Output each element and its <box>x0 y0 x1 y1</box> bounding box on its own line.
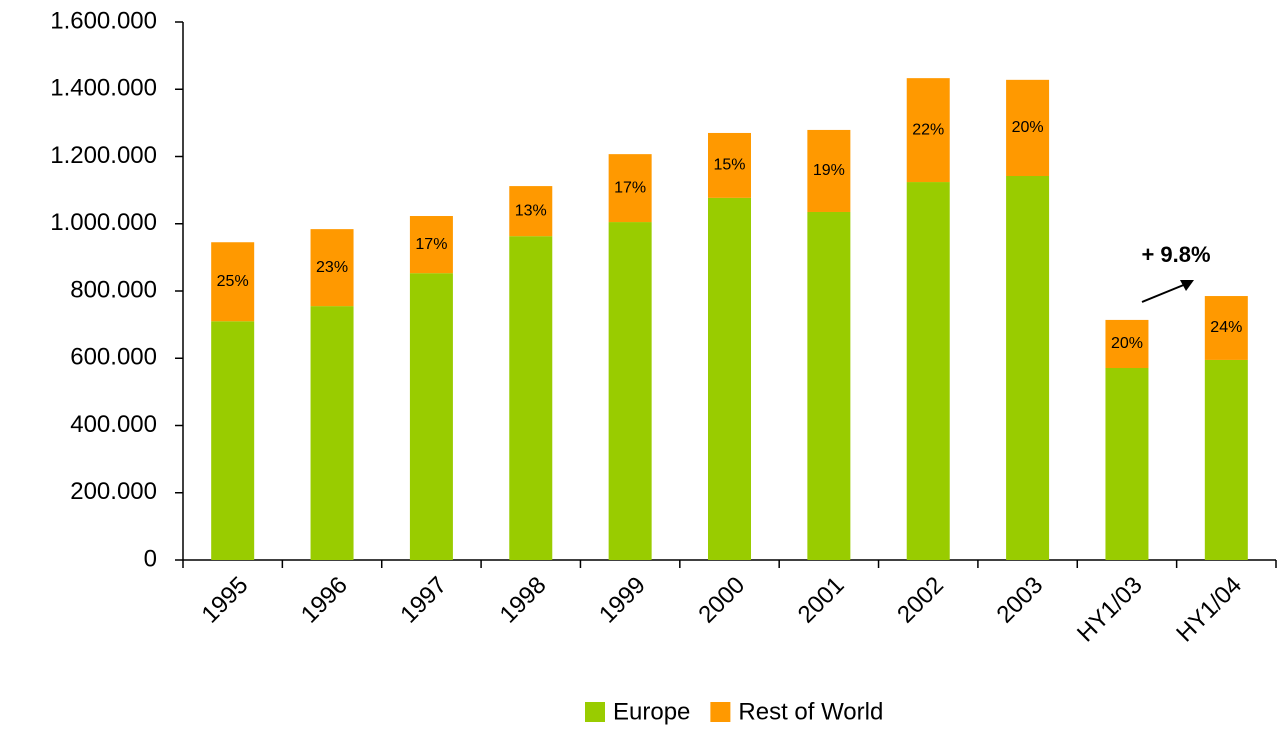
share-label: 23% <box>316 259 348 276</box>
y-tick-label: 800.000 <box>70 276 157 303</box>
share-label: 15% <box>713 157 745 174</box>
bar-segment <box>509 236 553 560</box>
x-tick-label: 1999 <box>594 572 651 629</box>
y-tick-label: 400.000 <box>70 411 157 438</box>
y-tick-label: 1.000.000 <box>50 209 157 236</box>
bar-segment <box>409 216 453 274</box>
bar-segment <box>708 197 751 560</box>
bar-segment <box>509 186 553 237</box>
x-tick-label: 2002 <box>892 572 949 629</box>
share-label: 25% <box>217 273 249 290</box>
bar-segment <box>1006 79 1050 177</box>
bar-segment <box>708 132 751 198</box>
bar-segment <box>1006 176 1050 560</box>
x-tick-label: 2000 <box>693 572 750 629</box>
bar-segment <box>211 242 255 322</box>
share-label: 17% <box>614 179 646 196</box>
bar-segment <box>1105 319 1149 369</box>
share-label: 24% <box>1210 319 1242 336</box>
share-label: 22% <box>912 121 944 138</box>
share-label: 20% <box>1012 119 1044 136</box>
share-label: 19% <box>813 162 845 179</box>
y-tick-label: 1.400.000 <box>50 75 157 102</box>
legend-swatch <box>710 702 731 722</box>
y-tick-label: 600.000 <box>70 344 157 371</box>
x-tick-label: 1998 <box>495 572 552 629</box>
bar-segment <box>409 273 453 560</box>
bar-segment <box>608 222 652 560</box>
bar-segment <box>1105 368 1149 560</box>
bar-segment <box>211 321 255 560</box>
growth-arrow <box>1141 283 1187 303</box>
x-tick-label: 1997 <box>395 572 452 629</box>
bar-segment <box>310 229 354 307</box>
y-tick-label: 1.200.000 <box>50 142 157 169</box>
y-tick-label: 200.000 <box>70 478 157 505</box>
bar-segment <box>1204 296 1248 360</box>
bar-segment <box>310 306 354 560</box>
bar-segment <box>807 211 851 560</box>
x-tick-label: 1995 <box>197 572 254 629</box>
bar-segment <box>906 78 950 183</box>
share-label: 17% <box>415 236 447 253</box>
legend-label: Europe <box>613 698 690 725</box>
share-label: 13% <box>515 202 547 219</box>
x-tick-label: HY1/03 <box>1072 572 1148 648</box>
x-tick-label: 1996 <box>296 572 353 629</box>
bar-segment <box>906 182 950 560</box>
bar-segment <box>608 154 652 223</box>
y-tick-label: 0 <box>144 545 157 572</box>
legend-swatch <box>585 702 605 722</box>
x-tick-label: 2003 <box>991 572 1048 629</box>
bar-segment <box>1204 359 1248 560</box>
y-tick-label: 1.600.000 <box>50 7 157 34</box>
bar-segment <box>807 129 851 212</box>
legend-label: Rest of World <box>738 698 883 725</box>
share-label: 20% <box>1111 335 1143 352</box>
x-tick-label: 2001 <box>793 572 850 629</box>
growth-annotation: + 9.8% <box>1141 242 1210 267</box>
growth-arrowhead <box>1180 280 1194 291</box>
x-tick-label: HY1/04 <box>1171 572 1247 648</box>
